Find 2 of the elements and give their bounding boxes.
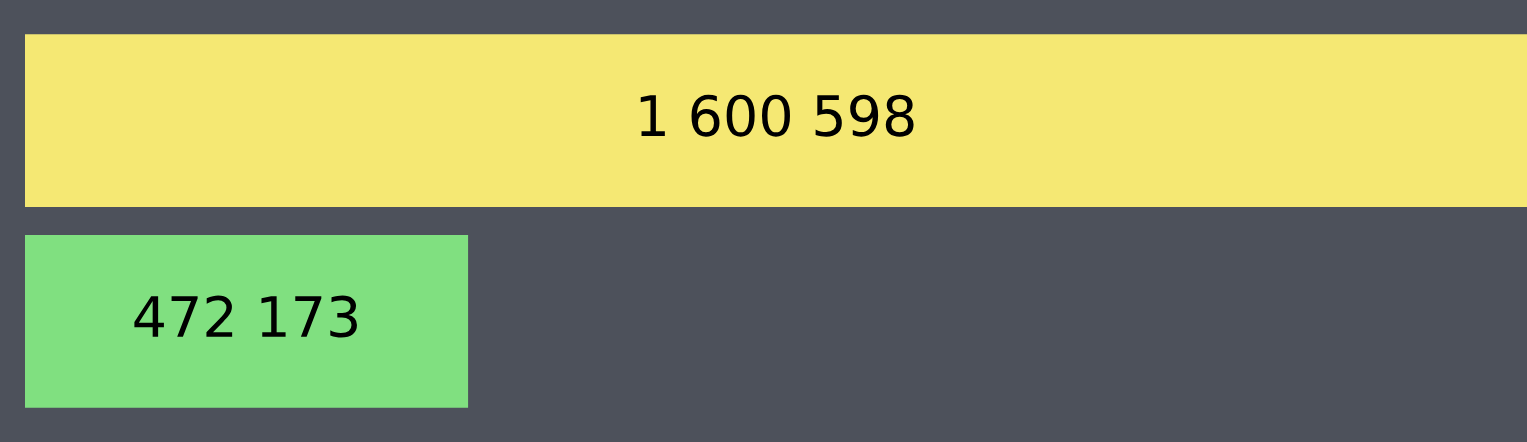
data-label: 1 600 598 <box>640 94 914 137</box>
data-label: 472 173 <box>134 295 357 338</box>
